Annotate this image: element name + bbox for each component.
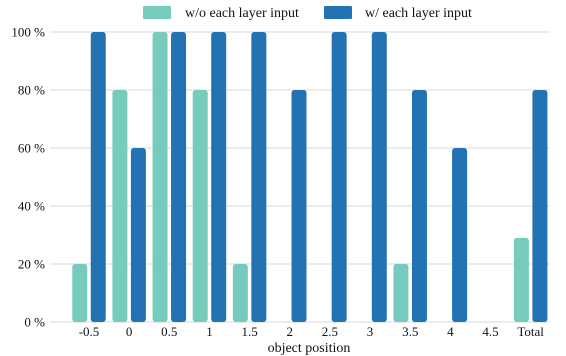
legend-swatch-without-input	[143, 6, 171, 19]
bar	[371, 32, 387, 322]
x-tick-label: 0	[126, 324, 133, 339]
x-tick-label: 3.5	[402, 324, 418, 339]
bar	[251, 32, 267, 322]
x-tick-label: 3	[367, 324, 374, 339]
x-tick-label: 1	[206, 324, 213, 339]
x-tick-label: 4	[447, 324, 454, 339]
bar	[411, 90, 427, 322]
y-tick-label: 20 %	[18, 257, 45, 272]
bar	[192, 90, 208, 322]
legend: w/o each layer input w/ each layer input	[143, 6, 472, 21]
x-axis-title: object position	[268, 341, 351, 356]
y-tick-label: 60 %	[18, 141, 45, 156]
bar	[171, 32, 187, 322]
y-tick-label: 40 %	[18, 199, 45, 214]
legend-swatch-with-input	[324, 6, 352, 19]
legend-label-without-input: w/o each layer input	[185, 6, 299, 21]
bar	[72, 264, 88, 322]
y-tick-label: 80 %	[18, 83, 45, 98]
x-tick-label: 2.5	[322, 324, 338, 339]
bar	[393, 264, 409, 322]
x-tick-label: -0.5	[79, 324, 100, 339]
y-tick-labels: 0 % 20 % 40 % 60 % 80 % 100 %	[11, 25, 45, 330]
bars	[72, 32, 548, 322]
bar	[452, 148, 468, 322]
bar	[152, 32, 168, 322]
bar	[513, 237, 529, 322]
bar	[232, 264, 248, 322]
y-tick-label: 0 %	[24, 315, 45, 330]
x-tick-label: 1.5	[241, 324, 257, 339]
legend-label-with-input: w/ each layer input	[365, 6, 472, 21]
bar	[291, 90, 307, 322]
x-tick-labels: -0.5 0 0.5 1 1.5 2 2.5 3 3.5 4 4.5 Total	[79, 324, 545, 339]
bar	[331, 32, 347, 322]
bar	[130, 148, 146, 322]
y-tick-label: 100 %	[11, 25, 45, 40]
bar	[90, 32, 106, 322]
x-tick-label: 2	[287, 324, 294, 339]
bar	[112, 90, 128, 322]
bar	[211, 32, 227, 322]
x-tick-label: 0.5	[161, 324, 177, 339]
bar	[532, 90, 548, 322]
x-tick-label: 4.5	[482, 324, 498, 339]
x-tick-label: Total	[517, 324, 544, 339]
